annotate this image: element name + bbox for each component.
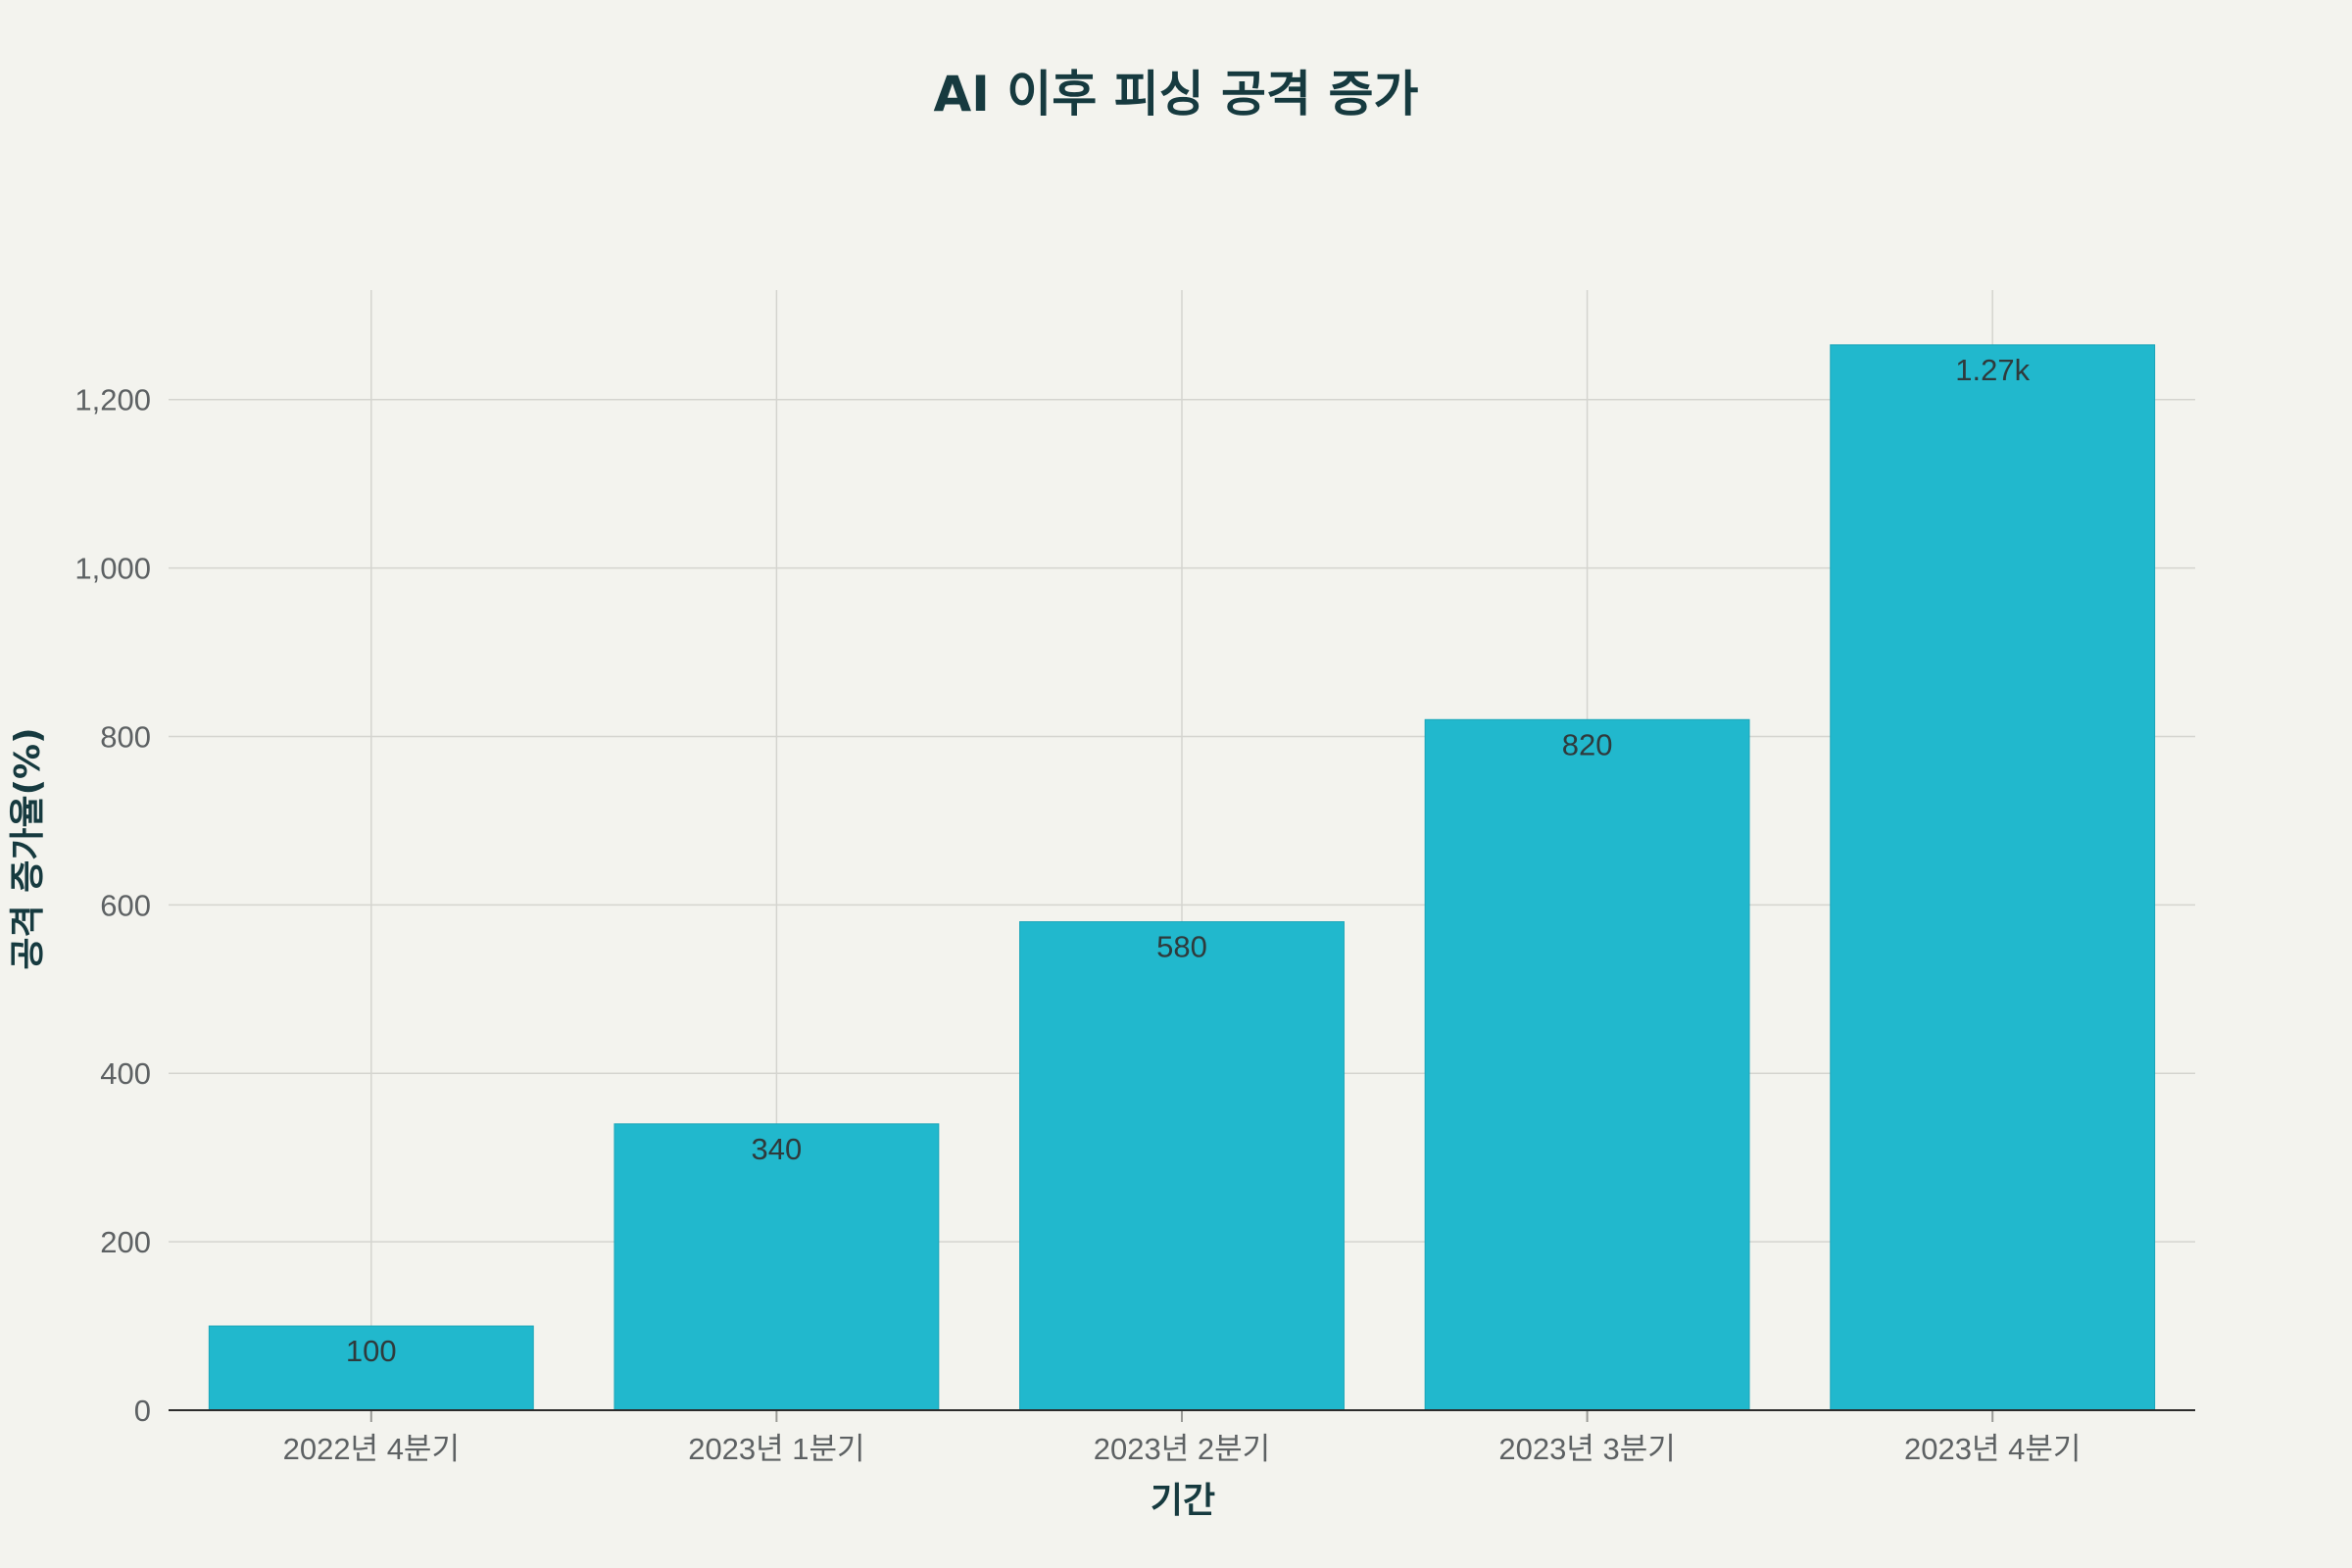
x-axis-title: 기간 (1151, 1481, 1215, 1521)
bar-value-label: 100 (346, 1334, 397, 1368)
y-tick-label: 400 (100, 1056, 151, 1091)
x-tick-label: 2023년 2분기 (1094, 1432, 1270, 1466)
chart-title: AI 이후 피싱 공격 증가 (934, 66, 1419, 122)
label-layer: 0 200 400 600 800 1,000 1,200 100 2022년 4분기 340 20… (74, 353, 2081, 1466)
x-tick-label: 2023년 1분기 (688, 1432, 864, 1466)
x-tick-label: 2022년 4분기 (283, 1432, 460, 1466)
bar-value-label: 820 (1562, 727, 1613, 761)
bar-value-label: 340 (752, 1132, 803, 1166)
bar (1830, 344, 2156, 1411)
bar (1424, 718, 1750, 1411)
y-tick-label: 800 (100, 719, 151, 754)
bar (1019, 921, 1345, 1411)
bar-value-label: 1.27k (1955, 353, 2030, 387)
y-tick-label: 0 (134, 1394, 151, 1428)
axis-layer (169, 1409, 2195, 1422)
bar (208, 1325, 534, 1411)
bar (613, 1123, 940, 1411)
x-tick-label: 2023년 4분기 (1904, 1432, 2081, 1466)
y-tick-label: 200 (100, 1225, 151, 1259)
y-tick-label: 1,000 (74, 552, 151, 586)
y-axis-title: 공격 증가율(%) (8, 727, 48, 969)
x-tick-label: 2023년 3분기 (1498, 1432, 1675, 1466)
y-tick-label: 600 (100, 888, 151, 922)
bar-value-label: 580 (1156, 930, 1207, 964)
y-tick-label: 1,200 (74, 383, 151, 417)
bar-layer (208, 344, 2156, 1411)
